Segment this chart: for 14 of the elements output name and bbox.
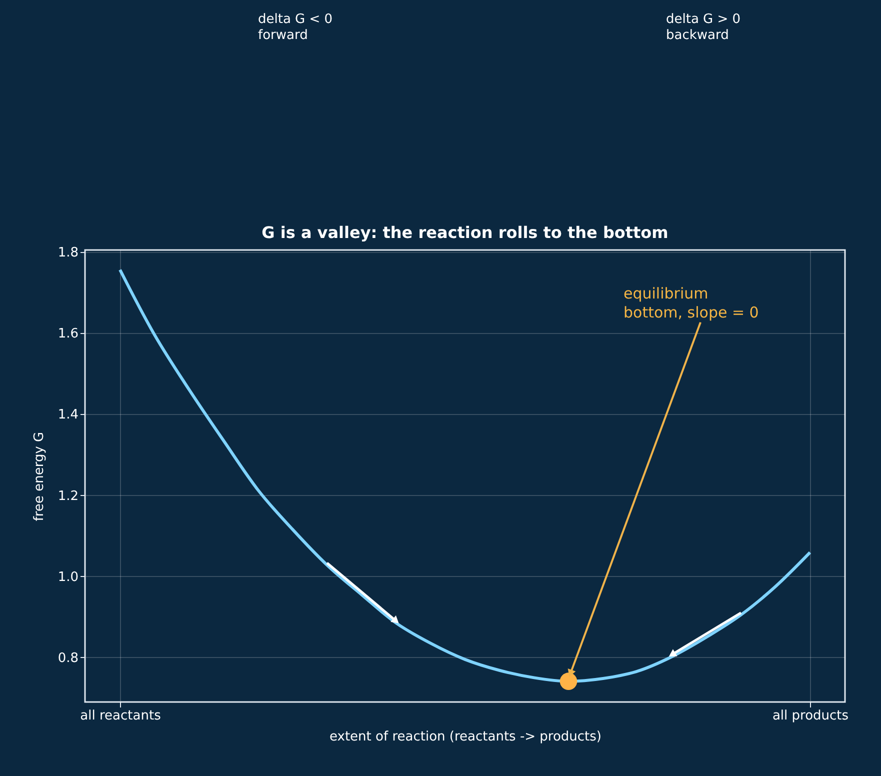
x-axis-title: extent of reaction (reactants -> products) [329,730,602,744]
chart-title: G is a valley: the reaction rolls to the bottom [262,223,668,242]
x-tick-label: all reactants [80,708,162,724]
y-tick-label: 1.4 [58,408,78,423]
y-tick-label: 0.8 [58,650,78,666]
x-tick-label: all products [772,708,849,724]
annotation: equilibrium bottom, slope = 0 [624,284,759,322]
y-axis-title: free energy G [32,432,47,522]
y-tick-label: 1.6 [58,326,78,342]
y-tick-label: 1.2 [58,488,78,504]
text: delta G > 0 backward [666,12,741,43]
y-tick-label: 1.8 [58,246,78,261]
y-tick-label: 1.0 [58,570,78,585]
text: delta G < 0 forward [258,12,333,43]
